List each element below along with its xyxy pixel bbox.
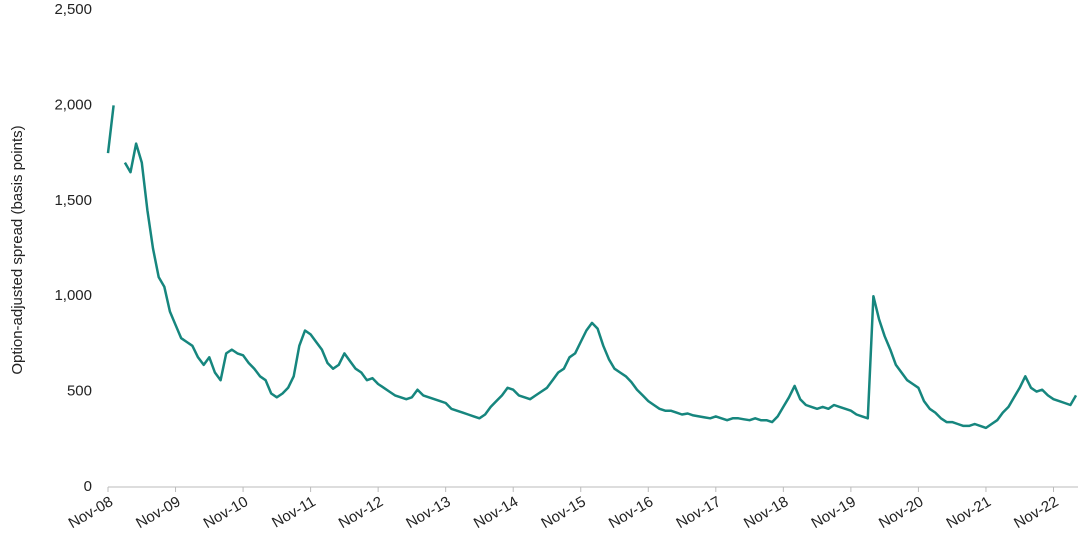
y-tick-label: 1,000: [54, 287, 92, 304]
x-tick-label: Nov-16: [606, 493, 656, 532]
y-tick-label: 2,500: [54, 1, 92, 18]
series-line: [106, 105, 1078, 430]
y-axis-title: Option-adjusted spread (basis points): [9, 125, 26, 374]
x-tick-label: Nov-10: [201, 493, 251, 532]
x-tick-label: Nov-21: [944, 493, 994, 532]
x-tick-label: Nov-08: [66, 493, 116, 532]
x-tick-label: Nov-17: [673, 493, 723, 532]
x-tick-label: Nov-15: [538, 493, 588, 532]
x-tick-label: Nov-13: [403, 493, 453, 532]
y-tick-label: 0: [84, 478, 92, 495]
y-tick-label: 1,500: [54, 192, 92, 209]
x-tick-label: Nov-20: [876, 493, 926, 532]
x-tick-label: Nov-09: [133, 493, 183, 532]
y-tick-label: 2,000: [54, 96, 92, 113]
x-tick-label: Nov-14: [471, 493, 521, 532]
y-tick-label: 500: [67, 383, 92, 400]
x-tick-label: Nov-18: [741, 493, 791, 532]
x-tick-label: Nov-11: [269, 493, 318, 531]
x-tick-label: Nov-19: [808, 493, 858, 532]
x-tick-label: Nov-22: [1011, 493, 1061, 532]
x-tick-label: Nov-12: [336, 493, 386, 532]
